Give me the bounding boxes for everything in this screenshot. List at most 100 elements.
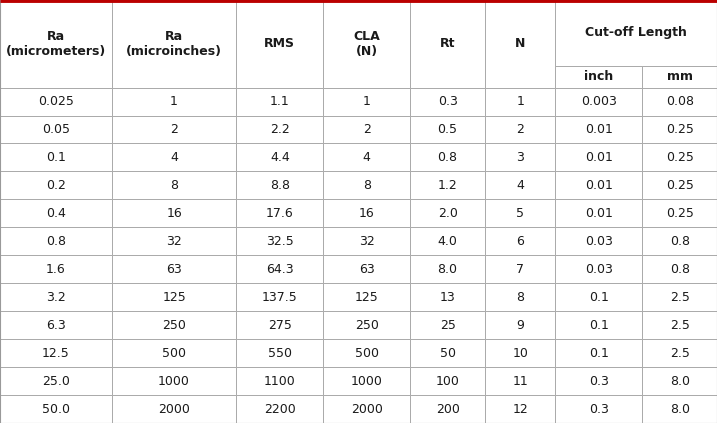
Text: 0.01: 0.01 [585, 179, 613, 192]
Text: 0.25: 0.25 [666, 123, 693, 136]
Text: 3.2: 3.2 [46, 291, 66, 304]
Text: N: N [515, 37, 526, 50]
Text: 12: 12 [512, 403, 528, 415]
Text: 2.0: 2.0 [437, 207, 457, 220]
Text: 4: 4 [516, 179, 524, 192]
Bar [556, 171, 642, 199]
Bar [410, 143, 485, 171]
Bar [236, 171, 323, 199]
Text: 0.01: 0.01 [585, 151, 613, 164]
Text: 4.4: 4.4 [270, 151, 290, 164]
Text: mm: mm [667, 70, 693, 83]
Bar [410, 283, 485, 311]
Bar [236, 227, 323, 255]
Bar [642, 255, 717, 283]
Bar [236, 143, 323, 171]
Bar [556, 255, 642, 283]
Bar [642, 227, 717, 255]
Text: 200: 200 [436, 403, 460, 415]
Text: 0.1: 0.1 [46, 151, 66, 164]
Bar [112, 88, 236, 115]
Bar [642, 171, 717, 199]
Bar [323, 283, 410, 311]
Bar [410, 0, 485, 88]
Text: 1: 1 [363, 95, 371, 108]
Text: 0.01: 0.01 [585, 123, 613, 136]
Bar [236, 115, 323, 143]
Text: 63: 63 [166, 263, 182, 276]
Text: 0.4: 0.4 [46, 207, 66, 220]
Text: 0.08: 0.08 [665, 95, 694, 108]
Text: 11: 11 [512, 375, 528, 387]
Bar [0, 227, 112, 255]
Bar [0, 395, 112, 423]
Text: 250: 250 [355, 319, 379, 332]
Bar [642, 143, 717, 171]
Text: 0.25: 0.25 [666, 207, 693, 220]
Bar [485, 0, 556, 88]
Text: 8.8: 8.8 [270, 179, 290, 192]
Bar [410, 339, 485, 367]
Bar [642, 88, 717, 115]
Bar [112, 171, 236, 199]
Text: 2.5: 2.5 [670, 291, 690, 304]
Text: 17.6: 17.6 [266, 207, 294, 220]
Bar [236, 339, 323, 367]
Bar [642, 66, 717, 88]
Bar [642, 395, 717, 423]
Text: 1000: 1000 [351, 375, 383, 387]
Text: 7: 7 [516, 263, 524, 276]
Bar [556, 283, 642, 311]
Text: 125: 125 [355, 291, 379, 304]
Text: 137.5: 137.5 [262, 291, 298, 304]
Bar [410, 311, 485, 339]
Text: 0.8: 0.8 [670, 263, 690, 276]
Text: 0.25: 0.25 [666, 151, 693, 164]
Text: 1100: 1100 [264, 375, 295, 387]
Text: 1.2: 1.2 [438, 179, 457, 192]
Bar [112, 339, 236, 367]
Text: 500: 500 [355, 346, 379, 360]
Text: 4: 4 [170, 151, 178, 164]
Bar [0, 0, 112, 88]
Text: 64.3: 64.3 [266, 263, 293, 276]
Text: 2: 2 [170, 123, 178, 136]
Bar [410, 255, 485, 283]
Bar [323, 88, 410, 115]
Bar [323, 395, 410, 423]
Bar [556, 395, 642, 423]
Text: 50.0: 50.0 [42, 403, 70, 415]
Text: 2.5: 2.5 [670, 346, 690, 360]
Text: 0.025: 0.025 [38, 95, 74, 108]
Bar [236, 0, 323, 88]
Bar [112, 227, 236, 255]
Bar [556, 66, 642, 88]
Bar [0, 367, 112, 395]
Bar [236, 367, 323, 395]
Text: 25.0: 25.0 [42, 375, 70, 387]
Bar [112, 199, 236, 227]
Bar [112, 0, 236, 88]
Text: 100: 100 [436, 375, 460, 387]
Text: 2000: 2000 [351, 403, 383, 415]
Bar [485, 283, 556, 311]
Text: 5: 5 [516, 207, 524, 220]
Bar [556, 199, 642, 227]
Bar [112, 115, 236, 143]
Text: Cut-off Length: Cut-off Length [585, 26, 687, 39]
Text: 2: 2 [516, 123, 524, 136]
Bar [112, 367, 236, 395]
Bar [485, 171, 556, 199]
Bar [0, 171, 112, 199]
Text: 8: 8 [516, 291, 524, 304]
Bar [556, 115, 642, 143]
Bar [410, 115, 485, 143]
Text: Ra
(micrometers): Ra (micrometers) [6, 30, 106, 58]
Bar [112, 255, 236, 283]
Bar [410, 199, 485, 227]
Bar [485, 88, 556, 115]
Bar [410, 395, 485, 423]
Bar [236, 199, 323, 227]
Bar [323, 171, 410, 199]
Text: 1: 1 [516, 95, 524, 108]
